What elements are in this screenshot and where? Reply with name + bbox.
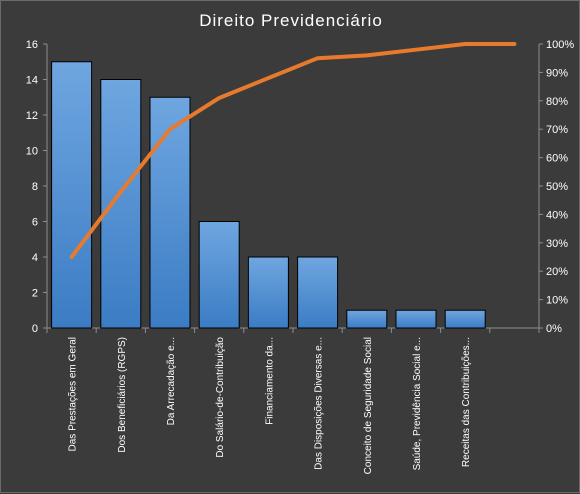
right-tick-label: 20% <box>546 266 568 278</box>
bar <box>100 79 142 329</box>
category-label: Das Prestações em Geral <box>68 337 79 452</box>
category-label: Do Salário-de-Contribuição <box>215 337 226 458</box>
category-label: Conceito de Seguridade Social <box>363 337 374 474</box>
cumulative-line-path <box>69 42 517 259</box>
left-axis-ticks: 0 2 4 6 8 10 12 14 16 <box>26 39 47 335</box>
category-label: Saúde, Previdência Social e... <box>412 337 423 470</box>
right-tick-label: 70% <box>546 124 568 136</box>
cumulative-point <box>266 76 270 80</box>
cumulative-point <box>217 96 221 100</box>
category-label: Receitas das Contribuições... <box>461 337 472 467</box>
cumulative-point <box>316 56 320 60</box>
bar <box>346 309 388 329</box>
bar <box>395 309 437 329</box>
left-tick-label: 2 <box>32 288 38 300</box>
cumulative-point <box>463 42 467 46</box>
left-tick-label: 14 <box>26 75 38 87</box>
category-label: Da Arrecadação e... <box>166 337 177 425</box>
bars <box>51 61 486 329</box>
right-tick-label: 50% <box>546 181 568 193</box>
left-tick-label: 4 <box>32 252 38 264</box>
bar <box>297 256 339 329</box>
right-axis-ticks: 0% 10% 20% 30% 40% 50% 60% 70% 80% 90% 100% <box>539 39 574 335</box>
chart-title: Direito Previdenciário <box>199 11 383 30</box>
bar <box>198 221 240 329</box>
category-label: Das Disposições Diversas e... <box>314 337 325 470</box>
bar <box>51 61 93 329</box>
left-tick-label: 8 <box>32 181 38 193</box>
right-tick-label: 40% <box>546 209 568 221</box>
right-tick-label: 0% <box>546 323 562 335</box>
category-labels: Das Prestações em Geral Dos Beneficiários… <box>68 337 473 475</box>
right-tick-label: 100% <box>546 39 574 51</box>
cumulative-point <box>119 190 123 194</box>
left-tick-label: 0 <box>32 323 38 335</box>
left-tick-label: 12 <box>26 110 38 122</box>
bar <box>444 309 486 329</box>
cumulative-point <box>168 127 172 131</box>
right-tick-label: 10% <box>546 295 568 307</box>
right-tick-label: 80% <box>546 96 568 108</box>
cumulative-point <box>365 53 369 57</box>
cumulative-point <box>512 42 516 46</box>
right-tick-label: 90% <box>546 67 568 79</box>
left-tick-label: 10 <box>26 146 38 158</box>
bar <box>149 96 191 329</box>
right-tick-label: 30% <box>546 238 568 250</box>
cumulative-point <box>414 48 418 52</box>
cumulative-line <box>69 42 517 259</box>
cumulative-point <box>70 255 74 259</box>
left-tick-label: 6 <box>32 217 38 229</box>
category-label: Dos Beneficiários (RGPS) <box>117 337 128 453</box>
category-label: Financiamento da... <box>264 337 275 425</box>
right-tick-label: 60% <box>546 153 568 165</box>
left-tick-label: 16 <box>26 39 38 51</box>
bar <box>247 256 289 329</box>
